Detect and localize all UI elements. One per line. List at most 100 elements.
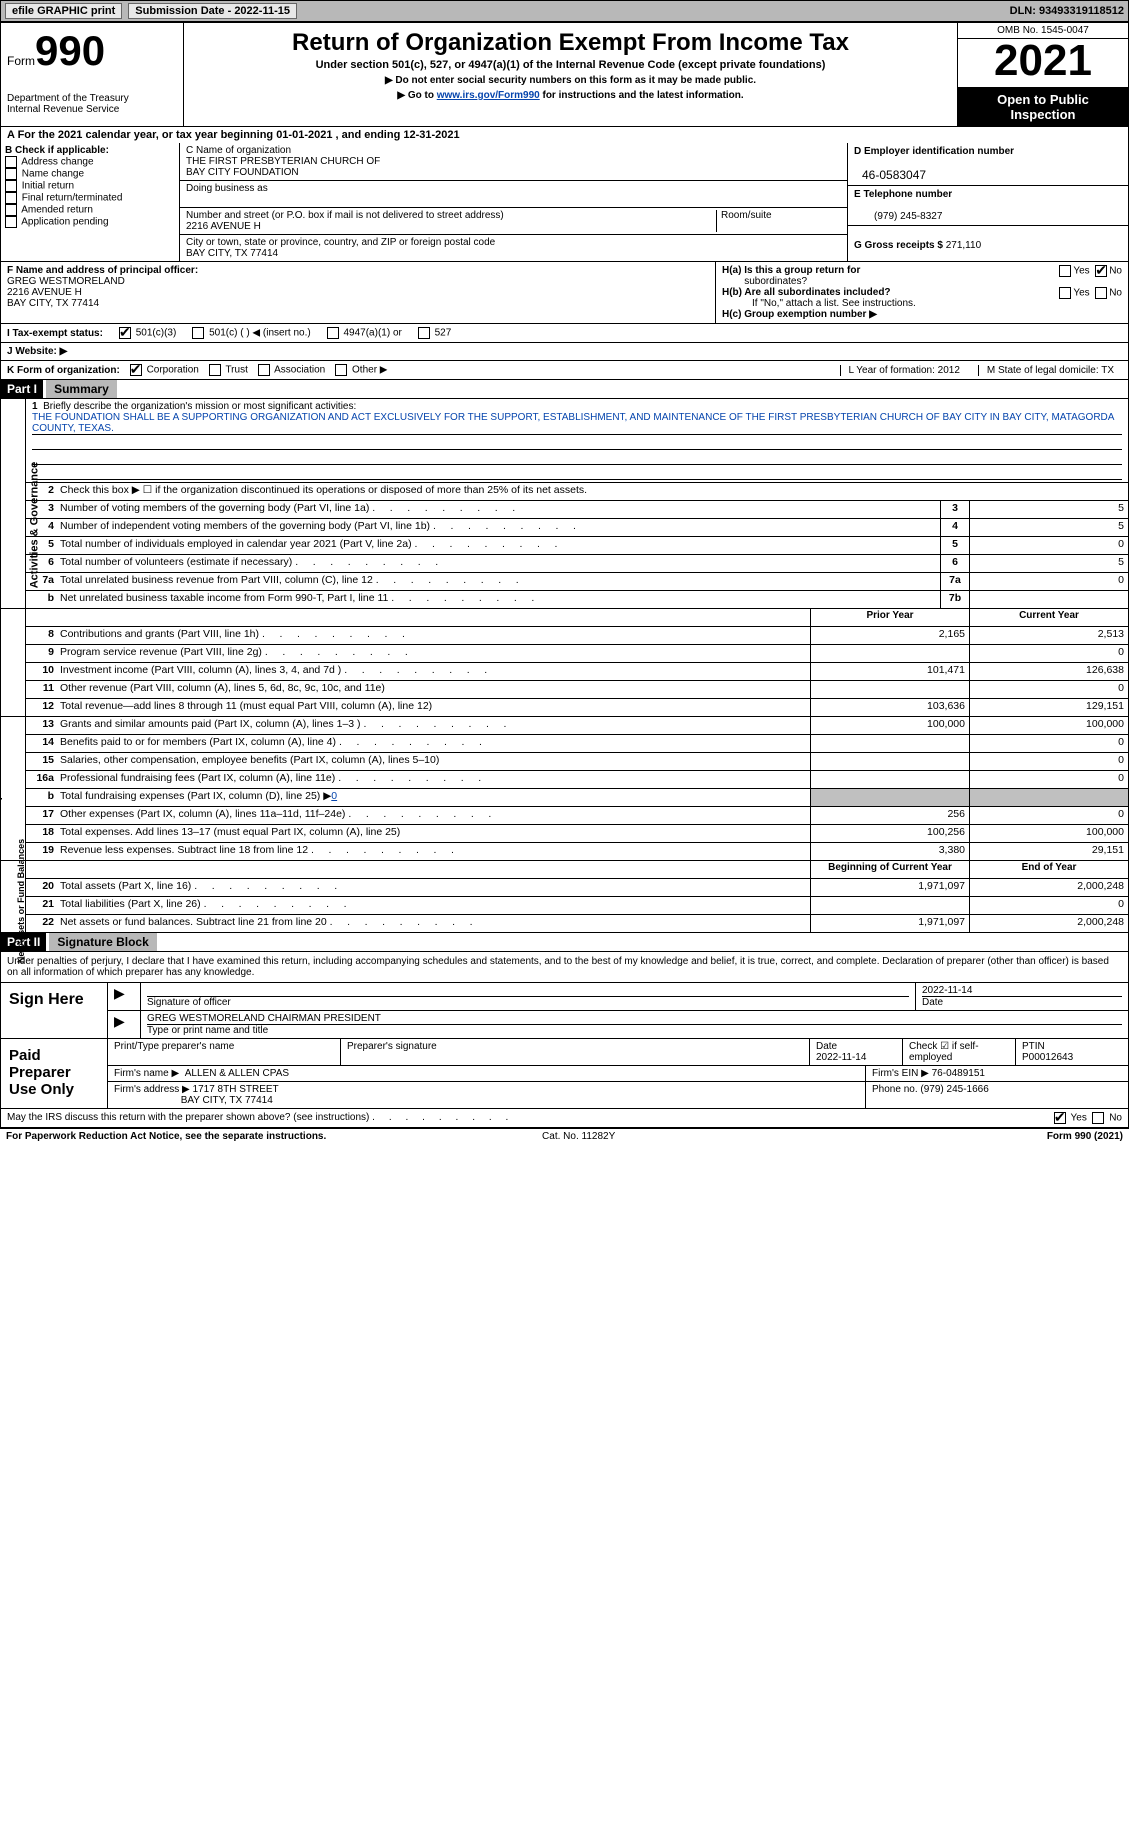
header-left: Form990 Department of the Treasury Inter… [1,23,184,126]
row-i-tax-status: I Tax-exempt status: 501(c)(3) 501(c) ( … [0,324,1129,343]
vlabel-net: Net Assets or Fund Balances [16,839,26,963]
hdr-prior: Prior Year [810,609,969,626]
city-state-zip: BAY CITY, TX 77414 [186,248,278,259]
date-label: Date [922,996,1122,1008]
officer-addr2: BAY CITY, TX 77414 [7,298,99,309]
line5: Total number of individuals employed in … [58,537,940,554]
note-ssn: ▶ Do not enter social security numbers o… [190,75,951,86]
org-name-2: BAY CITY FOUNDATION [186,167,299,178]
chk-ha-yes[interactable] [1059,265,1071,277]
chk-501c[interactable] [192,327,204,339]
row-k-form-org: K Form of organization: Corporation Trus… [0,361,1129,380]
chk-trust[interactable] [209,364,221,376]
chk-discuss-yes[interactable] [1054,1112,1066,1124]
ptin-value: P00012643 [1022,1052,1073,1063]
discuss-label: May the IRS discuss this return with the… [7,1112,508,1124]
chk-other[interactable] [335,364,347,376]
chk-527[interactable] [418,327,430,339]
netassets-block: Net Assets or Fund Balances Beginning of… [0,861,1129,933]
print-name-label: Print/Type preparer's name [108,1039,341,1065]
self-employed-check: Check ☑ if self-employed [903,1039,1016,1065]
line20: Total assets (Part X, line 16) [58,879,810,896]
phone-label: E Telephone number [854,189,952,200]
line7b: Net unrelated business taxable income fr… [58,591,940,608]
col-c-org: C Name of organization THE FIRST PRESBYT… [180,143,847,261]
tax-year: 2021 [958,39,1128,88]
line22: Net assets or fund balances. Subtract li… [58,915,810,932]
val4: 5 [969,519,1128,536]
efile-print-button[interactable]: efile GRAPHIC print [5,3,122,19]
gross-receipts-value: 271,110 [946,240,981,251]
chk-ha-no[interactable] [1095,265,1107,277]
i-label: I Tax-exempt status: [7,328,103,339]
sign-here-label: Sign Here [1,983,107,1038]
section-bcd: B Check if applicable: Address change Na… [0,143,1129,262]
line10: Investment income (Part VIII, column (A)… [58,663,810,680]
line12: Total revenue—add lines 8 through 11 (mu… [58,699,810,716]
hb-label: H(b) Are all subordinates included? [722,287,891,298]
line15: Salaries, other compensation, employee b… [58,753,810,770]
chk-assoc[interactable] [258,364,270,376]
part2-bar: Part II Signature Block [0,933,1129,952]
firm-phone: (979) 245-1666 [920,1084,988,1095]
val3: 5 [969,501,1128,518]
chk-amended[interactable] [5,204,17,216]
chk-4947[interactable] [327,327,339,339]
header-right: OMB No. 1545-0047 2021 Open to PublicIns… [957,23,1128,126]
line13: Grants and similar amounts paid (Part IX… [58,717,810,734]
chk-application[interactable] [5,216,17,228]
chk-501c3[interactable] [119,327,131,339]
hb-note: If "No," attach a list. See instructions… [722,298,1122,309]
vlabel-expenses: Expenses [0,762,3,813]
firm-ein: 76-0489151 [932,1068,985,1079]
ein-label: D Employer identification number [854,146,1014,157]
chk-name[interactable] [5,168,17,180]
line14: Benefits paid to or for members (Part IX… [58,735,810,752]
line4: Number of independent voting members of … [58,519,940,536]
fundraising-link[interactable]: 0 [331,790,337,802]
line19: Revenue less expenses. Subtract line 18 … [58,843,810,860]
firm-name: ALLEN & ALLEN CPAS [185,1068,289,1079]
org-name-1: THE FIRST PRESBYTERIAN CHURCH OF [186,156,380,167]
line7a: Total unrelated business revenue from Pa… [58,573,940,590]
hdr-current: Current Year [969,609,1128,626]
officer-name-title: GREG WESTMORELAND CHAIRMAN PRESIDENT [147,1013,381,1024]
addr-label: Number and street (or P.O. box if mail i… [186,210,504,221]
chk-address[interactable] [5,156,17,168]
part2-title: Signature Block [49,933,156,951]
part1-title: Summary [46,380,117,398]
firm-addr1: 1717 8TH STREET [193,1084,279,1095]
chk-final[interactable] [5,192,17,204]
type-name-label: Type or print name and title [147,1024,1122,1036]
hdr-end: End of Year [969,861,1128,878]
chk-discuss-no[interactable] [1092,1112,1104,1124]
val7a: 0 [969,573,1128,590]
revenue-block: Revenue Prior YearCurrent Year 8Contribu… [0,609,1129,717]
arrow-icon: ▶ [108,983,141,1010]
dba-label: Doing business as [186,183,268,194]
mission-blank2 [32,450,1122,465]
line6: Total number of volunteers (estimate if … [58,555,940,572]
form-label: Form [7,54,35,68]
val5: 0 [969,537,1128,554]
line11: Other revenue (Part VIII, column (A), li… [58,681,810,698]
chk-corp[interactable] [130,364,142,376]
prep-sig-label: Preparer's signature [341,1039,810,1065]
ha-label: H(a) Is this a group return for [722,265,860,276]
mission-blank3 [32,465,1122,480]
chk-hb-no[interactable] [1095,287,1107,299]
chk-initial[interactable] [5,180,17,192]
chk-hb-yes[interactable] [1059,287,1071,299]
m-state: M State of legal domicile: TX [978,365,1122,376]
j-label: J Website: ▶ [7,346,67,357]
gross-receipts-label: G Gross receipts $ [854,240,943,251]
irs-link[interactable]: www.irs.gov/Form990 [437,90,540,101]
form-title: Return of Organization Exempt From Incom… [190,29,951,57]
calendar-year-line: A For the 2021 calendar year, or tax yea… [0,127,1129,143]
cat-no: Cat. No. 11282Y [542,1131,615,1142]
submission-date-button[interactable]: Submission Date - 2022-11-15 [128,3,297,19]
hdr-begin: Beginning of Current Year [810,861,969,878]
mission-text: THE FOUNDATION SHALL BE A SUPPORTING ORG… [32,412,1122,435]
arrow-icon: ▶ [108,1011,141,1038]
line17: Other expenses (Part IX, column (A), lin… [58,807,810,824]
